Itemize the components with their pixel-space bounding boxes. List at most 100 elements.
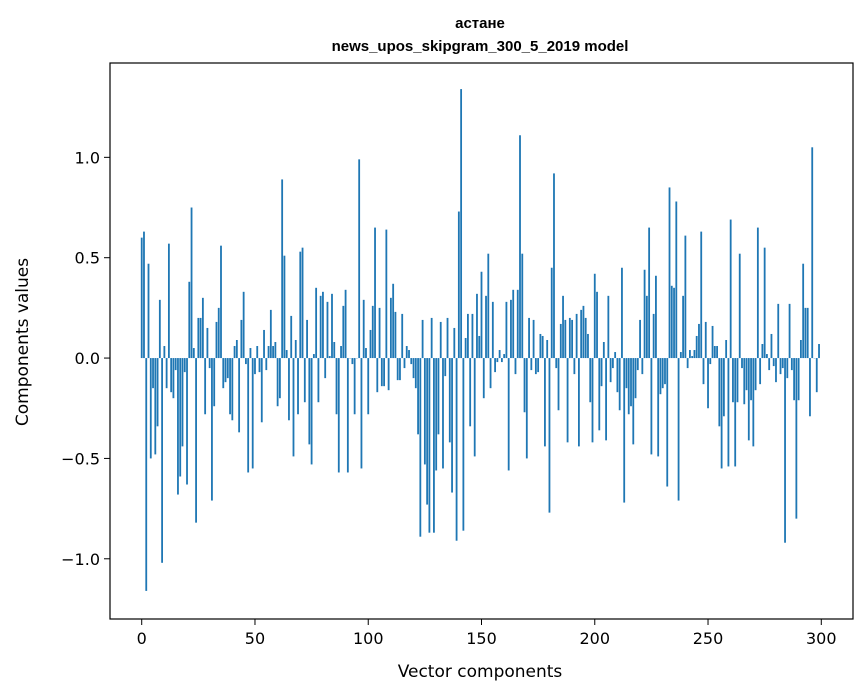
bar-198 [589, 358, 592, 403]
bar-78 [317, 358, 320, 403]
bar-53 [260, 358, 263, 423]
bar-149 [478, 335, 481, 359]
bar-183 [555, 358, 558, 369]
bar-151 [482, 358, 485, 399]
bar-88 [340, 346, 342, 359]
bar-97 [360, 358, 363, 469]
bar-61 [278, 358, 281, 399]
bar-157 [496, 358, 499, 363]
bar-203 [600, 358, 603, 387]
bar-191 [573, 358, 576, 375]
bar-47 [247, 358, 250, 473]
bar-65 [288, 358, 290, 421]
bar-202 [598, 358, 601, 431]
bar-122 [417, 358, 419, 435]
bar-49 [251, 358, 254, 469]
chart-subtitle: news_upos_skipgram_300_5_2019 model [332, 38, 629, 55]
bar-197 [587, 333, 589, 359]
bar-228 [657, 358, 660, 457]
bar-4 [149, 358, 152, 459]
bar-127 [428, 358, 431, 533]
bar-138 [453, 327, 456, 359]
bar-211 [618, 358, 621, 411]
bar-141 [460, 89, 463, 359]
bar-234 [670, 285, 673, 359]
bar-190 [571, 319, 574, 359]
bar-66 [290, 315, 293, 359]
bar-94 [353, 358, 356, 415]
bar-281 [777, 303, 780, 359]
bar-213 [623, 358, 626, 503]
bar-131 [437, 358, 440, 435]
bar-112 [394, 311, 397, 359]
bar-91 [346, 358, 349, 473]
bar-271 [754, 358, 757, 391]
bar-10 [163, 346, 166, 359]
bar-54 [263, 329, 265, 359]
bar-156 [494, 358, 496, 373]
bar-115 [401, 313, 404, 359]
x-tick-label-2: 100 [353, 629, 384, 648]
bar-123 [419, 358, 422, 537]
bar-235 [673, 287, 675, 359]
bar-28 [204, 358, 207, 415]
x-tick-label-0: 0 [137, 629, 147, 648]
bar-68 [294, 340, 297, 359]
bar-2 [145, 358, 148, 591]
bar-194 [580, 309, 583, 359]
y-tick-label-4: 1.0 [75, 148, 100, 167]
bar-178 [544, 358, 546, 447]
chart-title: астане [455, 15, 505, 32]
bar-99 [365, 348, 367, 359]
bar-118 [408, 350, 410, 359]
x-tick-label-1: 50 [245, 629, 265, 648]
bar-19 [183, 358, 186, 373]
bar-16 [177, 358, 179, 495]
bar-22 [190, 207, 193, 359]
bar-236 [675, 201, 678, 359]
bar-172 [530, 358, 533, 371]
bar-291 [799, 340, 802, 359]
bar-192 [575, 313, 578, 359]
bar-134 [444, 358, 447, 377]
bar-173 [532, 319, 535, 359]
bar-204 [602, 342, 605, 359]
bar-31 [211, 358, 213, 501]
bar-101 [369, 329, 372, 359]
bar-249 [704, 321, 707, 359]
bar-109 [387, 358, 390, 391]
bar-120 [412, 358, 415, 379]
bar-85 [333, 342, 336, 359]
bar-154 [489, 358, 492, 389]
bars-group [140, 89, 820, 591]
bar-17 [179, 358, 182, 477]
bar-36 [222, 358, 225, 389]
bar-230 [661, 358, 664, 389]
bar-40 [231, 358, 234, 421]
bar-162 [507, 358, 510, 471]
bar-98 [362, 299, 365, 359]
bar-272 [756, 227, 759, 359]
bar-187 [564, 319, 567, 359]
bar-189 [568, 317, 571, 359]
plot-frame [109, 62, 854, 620]
bar-58 [272, 346, 274, 359]
bar-276 [766, 354, 768, 359]
bar-15 [174, 358, 177, 371]
bar-169 [523, 358, 526, 413]
bar-121 [414, 358, 417, 389]
y-tick-label-3: 0.5 [75, 249, 100, 268]
bar-21 [188, 281, 191, 359]
bar-35 [220, 245, 222, 359]
bar-299 [818, 344, 820, 359]
bar-41 [233, 346, 236, 359]
bar-167 [519, 135, 521, 359]
bar-223 [645, 295, 648, 359]
bar-72 [303, 358, 306, 403]
bar-38 [226, 358, 229, 379]
bar-171 [528, 317, 530, 359]
bar-46 [245, 358, 247, 365]
bar-132 [439, 321, 442, 359]
bar-11 [165, 358, 168, 389]
bar-180 [548, 358, 551, 513]
